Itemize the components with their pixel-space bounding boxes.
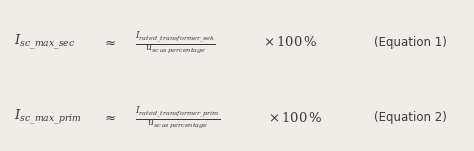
Text: $\approx$: $\approx$ (102, 111, 116, 124)
Text: $\times\,100\,\%$: $\times\,100\,\%$ (268, 111, 322, 125)
Text: $I_{sc\_max\_sec}$: $I_{sc\_max\_sec}$ (14, 33, 76, 52)
Text: $\times\,100\,\%$: $\times\,100\,\%$ (263, 35, 318, 49)
Text: (Equation 2): (Equation 2) (374, 111, 447, 124)
Text: $\approx$: $\approx$ (102, 36, 116, 49)
Text: $\frac{I_{rated\_transformer\_prim}}{u_{sc\,as\,percentage}}$: $\frac{I_{rated\_transformer\_prim}}{u_{… (135, 105, 220, 130)
Text: $I_{sc\_max\_prim}$: $I_{sc\_max\_prim}$ (14, 108, 82, 127)
Text: (Equation 1): (Equation 1) (374, 36, 447, 49)
Text: $\frac{I_{rated\_transformer\_sek}}{u_{sc\,as\,percentage}}$: $\frac{I_{rated\_transformer\_sek}}{u_{s… (135, 30, 216, 55)
